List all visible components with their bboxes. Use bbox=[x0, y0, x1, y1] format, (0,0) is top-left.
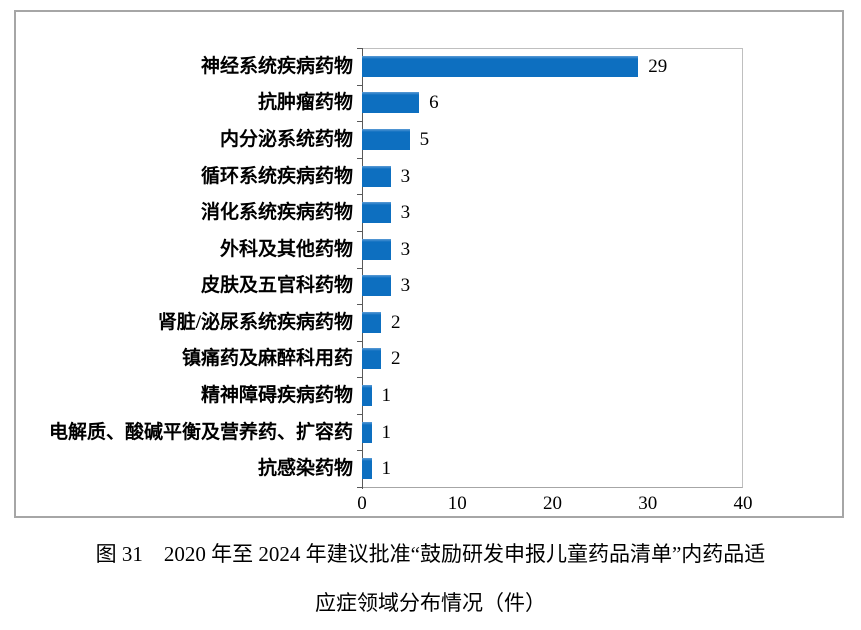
category-label: 消化系统疾病药物 bbox=[200, 202, 353, 224]
caption-line-1: 图 31 2020 年至 2024 年建议批准“鼓励研发申报儿童药品清单”内药品… bbox=[95, 542, 766, 566]
category-tick bbox=[357, 487, 362, 488]
category-label: 抗肿瘤药物 bbox=[257, 92, 353, 114]
value-label: 3 bbox=[400, 165, 411, 187]
chart-row: 循环系统疾病药物 3 bbox=[22, 158, 743, 195]
category-label: 内分泌系统药物 bbox=[219, 128, 353, 150]
category-tick bbox=[357, 230, 362, 232]
x-tick-label: 10 bbox=[447, 493, 467, 514]
bar bbox=[362, 165, 391, 187]
category-tick bbox=[357, 377, 362, 379]
bar bbox=[362, 238, 391, 260]
x-tick-label: 30 bbox=[638, 493, 658, 514]
category-label: 电解质、酸碱平衡及营养药、扩容药 bbox=[48, 421, 353, 443]
bar-track: 2 bbox=[362, 348, 743, 370]
category-label: 镇痛药及麻醉科用药 bbox=[181, 348, 353, 370]
value-label: 6 bbox=[429, 92, 439, 114]
x-tick-label: 40 bbox=[733, 493, 753, 514]
bar-track: 1 bbox=[362, 384, 743, 406]
bar bbox=[362, 275, 391, 297]
bar bbox=[362, 128, 410, 150]
bar-track: 1 bbox=[362, 421, 743, 443]
category-label: 皮肤及五官科药物 bbox=[200, 275, 353, 297]
category-tick bbox=[357, 450, 362, 452]
category-tick bbox=[357, 340, 362, 342]
category-label: 循环系统疾病药物 bbox=[200, 165, 353, 187]
bar-track: 2 bbox=[362, 311, 743, 333]
category-axis-line bbox=[362, 48, 363, 489]
chart-row: 神经系统疾病药物 29 bbox=[22, 48, 743, 85]
chart-row: 抗肿瘤药物 6 bbox=[22, 85, 743, 122]
bar-track: 3 bbox=[362, 238, 743, 260]
category-label: 精神障碍疾病药物 bbox=[200, 384, 353, 406]
chart-row: 精神障碍疾病药物 1 bbox=[22, 377, 743, 414]
bar-track: 3 bbox=[362, 275, 743, 297]
value-label: 3 bbox=[400, 238, 411, 260]
chart-row: 外科及其他药物 3 bbox=[22, 231, 743, 268]
bar bbox=[362, 384, 372, 406]
chart-frame: 神经系统疾病药物 29 抗肿瘤药物 6 内分泌系统药物 5 循环系统疾病药物 3 消化系统疾病药… bbox=[14, 10, 844, 518]
category-label: 抗感染药物 bbox=[257, 458, 353, 480]
chart-row: 皮肤及五官科药物 3 bbox=[22, 267, 743, 304]
bar bbox=[362, 55, 639, 77]
category-label: 肾脏/泌尿系统疾病药物 bbox=[157, 311, 353, 333]
chart-row: 镇痛药及麻醉科用药 2 bbox=[22, 341, 743, 378]
chart-row: 抗感染药物 1 bbox=[22, 450, 743, 487]
category-tick bbox=[357, 48, 362, 49]
value-label: 29 bbox=[648, 55, 668, 77]
bar bbox=[362, 92, 420, 114]
plot-area bbox=[362, 48, 743, 488]
value-label: 2 bbox=[391, 348, 401, 370]
value-label: 1 bbox=[381, 458, 392, 480]
category-tick bbox=[357, 413, 362, 415]
bar-track: 1 bbox=[362, 458, 743, 480]
value-label: 2 bbox=[391, 311, 401, 333]
figure-caption: 图 31 2020 年至 2024 年建议批准“鼓励研发申报儿童药品清单”内药品… bbox=[0, 536, 861, 614]
category-tick bbox=[357, 304, 362, 306]
category-tick bbox=[357, 194, 362, 196]
value-label: 3 bbox=[400, 202, 411, 224]
x-tick-label: 20 bbox=[543, 493, 562, 514]
chart-row: 内分泌系统药物 5 bbox=[22, 121, 743, 158]
chart-row: 肾脏/泌尿系统疾病药物 2 bbox=[22, 304, 743, 341]
value-label: 1 bbox=[381, 421, 392, 443]
chart-row: 消化系统疾病药物 3 bbox=[22, 194, 743, 231]
bar-track: 5 bbox=[362, 128, 743, 150]
bar bbox=[362, 458, 372, 480]
bar bbox=[362, 311, 382, 333]
chart-row: 电解质、酸碱平衡及营养药、扩容药 1 bbox=[22, 414, 743, 451]
bar bbox=[362, 202, 391, 224]
bar bbox=[362, 421, 372, 443]
category-label: 神经系统疾病药物 bbox=[200, 55, 353, 77]
x-axis-tick-labels: 0 10 20 30 40 bbox=[16, 493, 846, 519]
value-label: 1 bbox=[381, 384, 392, 406]
category-tick bbox=[357, 267, 362, 269]
bar bbox=[362, 348, 382, 370]
category-tick bbox=[357, 121, 362, 123]
x-tick-label: 0 bbox=[357, 493, 367, 514]
category-label: 外科及其他药物 bbox=[219, 238, 353, 260]
value-label: 3 bbox=[400, 275, 411, 297]
category-tick bbox=[357, 157, 362, 159]
bar-track: 29 bbox=[362, 55, 743, 77]
category-tick bbox=[357, 84, 362, 86]
value-label: 5 bbox=[419, 128, 430, 150]
bar-rows: 神经系统疾病药物 29 抗肿瘤药物 6 内分泌系统药物 5 循环系统疾病药物 3 消化系统疾病药… bbox=[22, 48, 743, 487]
bar-track: 3 bbox=[362, 165, 743, 187]
caption-line-2: 应症领域分布情况（件） bbox=[315, 591, 546, 615]
bar-track: 6 bbox=[362, 92, 743, 114]
bar-track: 3 bbox=[362, 202, 743, 224]
